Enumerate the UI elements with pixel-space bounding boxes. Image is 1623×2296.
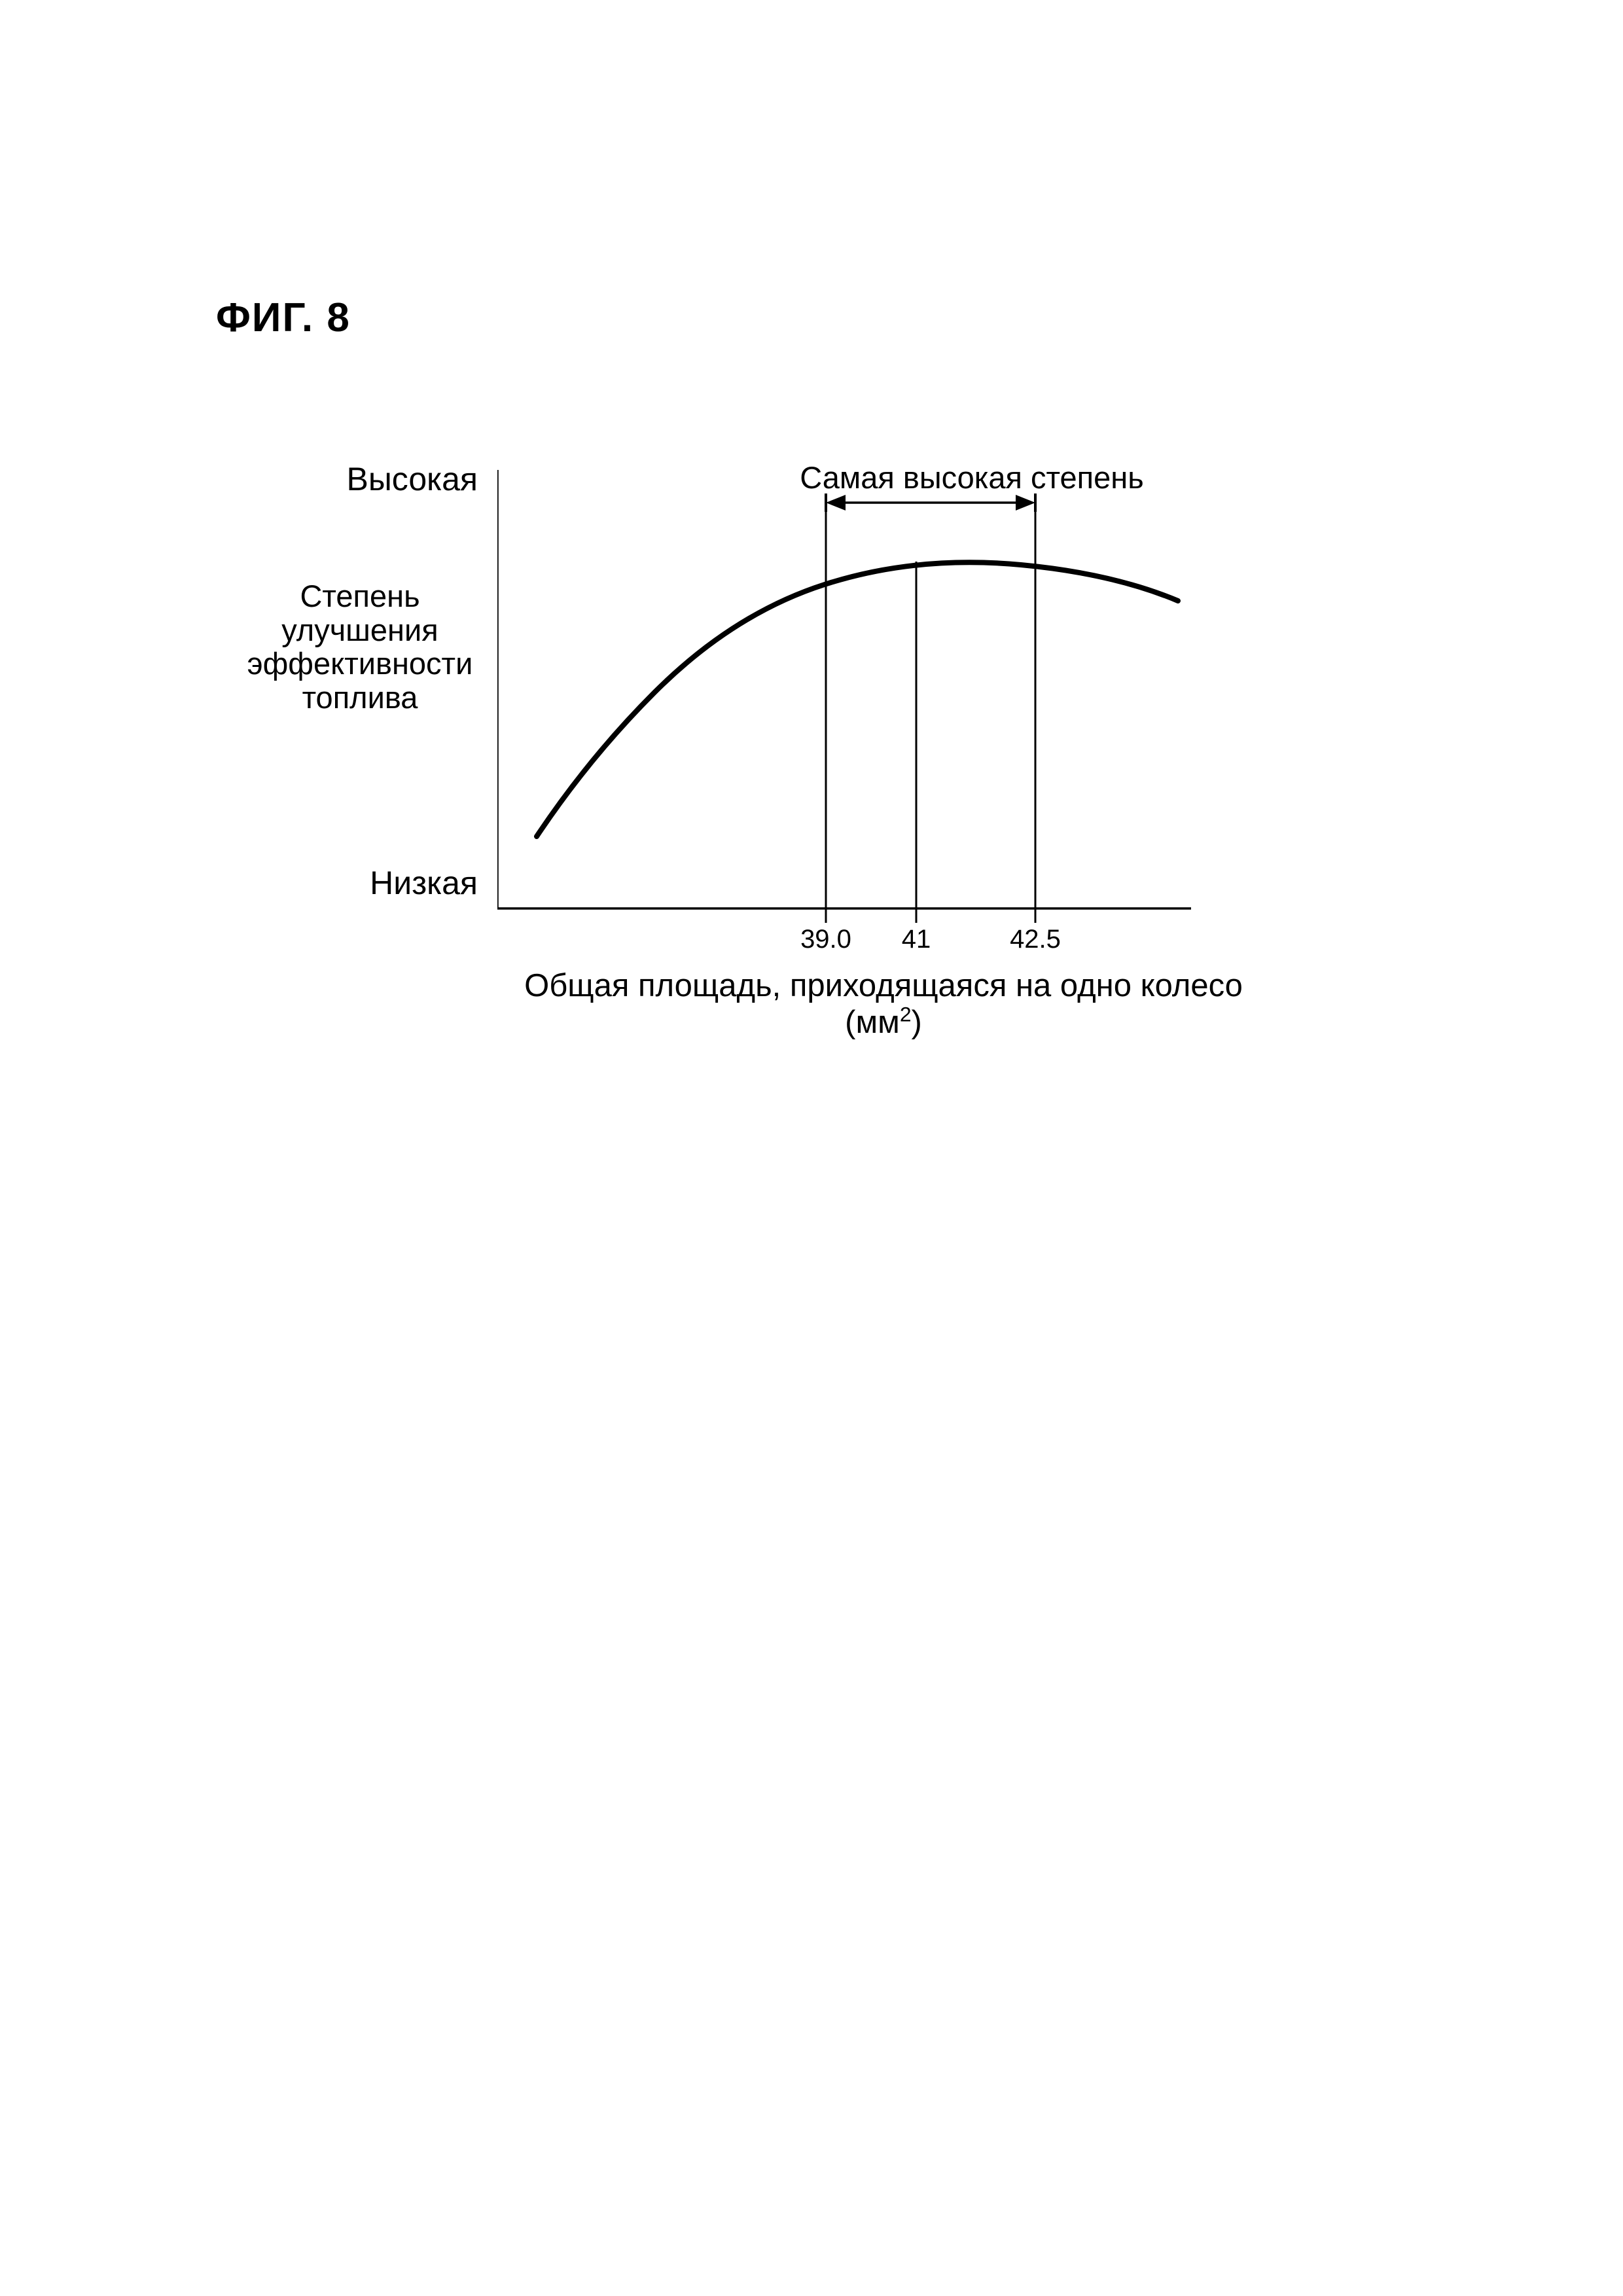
x-tick-label-2: 41 (890, 925, 942, 954)
x-axis-title-part1: Общая площадь, приходящаяся на одно коле… (524, 968, 1243, 1040)
figure-title: ФИГ. 8 (216, 295, 351, 341)
y-label-low: Низкая (281, 864, 478, 902)
x-tick-label-3: 42.5 (1003, 925, 1068, 954)
x-axis-title-part3: ) (912, 1005, 922, 1040)
x-axis-title-sup: 2 (900, 1003, 912, 1026)
peak-arrow-right (1016, 495, 1035, 511)
x-tick-label-1: 39.0 (793, 925, 859, 954)
y-axis-title-line2: улучшения (281, 613, 438, 647)
curve-path (537, 562, 1178, 836)
chart-svg (497, 470, 1191, 941)
y-axis-title: Степень улучшения эффективности топлива (242, 579, 478, 715)
y-axis-title-line4: топлива (302, 680, 418, 715)
y-axis-title-line3: эффективности (247, 646, 473, 681)
page: ФИГ. 8 Высокая Степень улучшения эффекти… (0, 0, 1623, 2296)
y-label-high: Высокая (281, 460, 478, 498)
x-axis-title: Общая площадь, приходящаяся на одно коле… (491, 967, 1276, 1041)
y-axis-title-line1: Степень (300, 579, 419, 613)
peak-arrow-left (826, 495, 846, 511)
